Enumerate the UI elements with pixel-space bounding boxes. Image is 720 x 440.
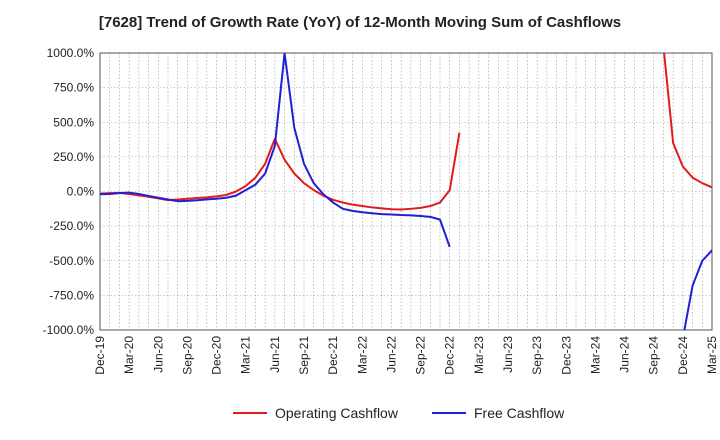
x-tick-label: Mar-25: [705, 336, 719, 374]
series-lines: [100, 53, 712, 330]
x-tick-label: Jun-23: [501, 336, 515, 373]
grid-lines: [100, 52, 712, 331]
y-tick-label: 750.0%: [53, 81, 94, 95]
legend: Operating Cashflow Free Cashflow: [0, 405, 720, 425]
x-tick-label: Mar-21: [239, 336, 253, 374]
y-tick-label: -1000.0%: [43, 323, 95, 337]
x-tick-label: Sep-21: [297, 336, 311, 375]
y-tick-label: -750.0%: [49, 288, 94, 302]
legend-item-free-cashflow: Free Cashflow: [432, 405, 564, 421]
x-tick-label: Dec-19: [93, 336, 107, 375]
y-tick-label: 250.0%: [53, 150, 94, 164]
x-tick-label: Jun-20: [151, 336, 165, 373]
x-tick-label: Dec-21: [326, 336, 340, 375]
x-tick-label: Sep-22: [414, 336, 428, 375]
x-axis: Dec-19 Mar-20 Jun-20 Sep-20 Dec-20 Mar-21 Jun-…: [93, 336, 719, 375]
legend-item-operating-cashflow: Operating Cashflow: [233, 405, 398, 421]
y-axis: 1000.0% 750.0% 500.0% 250.0% 0.0% -250.0% -500…: [43, 46, 95, 337]
x-tick-label: Sep-23: [530, 336, 544, 375]
x-tick-label: Sep-24: [647, 336, 661, 375]
legend-swatch-operating-cashflow: [233, 412, 267, 414]
x-tick-label: Mar-24: [588, 336, 602, 374]
y-tick-label: 1000.0%: [47, 46, 95, 60]
x-tick-label: Dec-23: [559, 336, 573, 375]
y-tick-label: 500.0%: [53, 115, 94, 129]
plot-area-border: [99, 52, 713, 331]
legend-swatch-free-cashflow: [432, 412, 466, 414]
x-tick-label: Jun-24: [618, 336, 632, 373]
x-tick-label: Jun-22: [384, 336, 398, 373]
legend-label-free-cashflow: Free Cashflow: [474, 405, 565, 421]
y-tick-label: 0.0%: [67, 185, 95, 199]
x-tick-label: Dec-24: [676, 336, 690, 375]
x-tick-label: Sep-20: [180, 336, 194, 375]
x-tick-label: Dec-22: [443, 336, 457, 375]
x-tick-label: Jun-21: [268, 336, 282, 373]
y-tick-label: -500.0%: [49, 254, 94, 268]
legend-label-operating-cashflow: Operating Cashflow: [275, 405, 398, 421]
series-line-free-cashflow: [100, 53, 712, 330]
x-tick-label: Mar-22: [355, 336, 369, 374]
y-tick-label: -250.0%: [49, 219, 94, 233]
x-tick-label: Dec-20: [210, 336, 224, 375]
chart-title: [7628] Trend of Growth Rate (YoY) of 12-…: [98, 14, 622, 31]
x-tick-label: Mar-20: [122, 336, 136, 374]
x-tick-label: Mar-23: [472, 336, 486, 374]
series-line-operating-cashflow: [100, 53, 712, 211]
